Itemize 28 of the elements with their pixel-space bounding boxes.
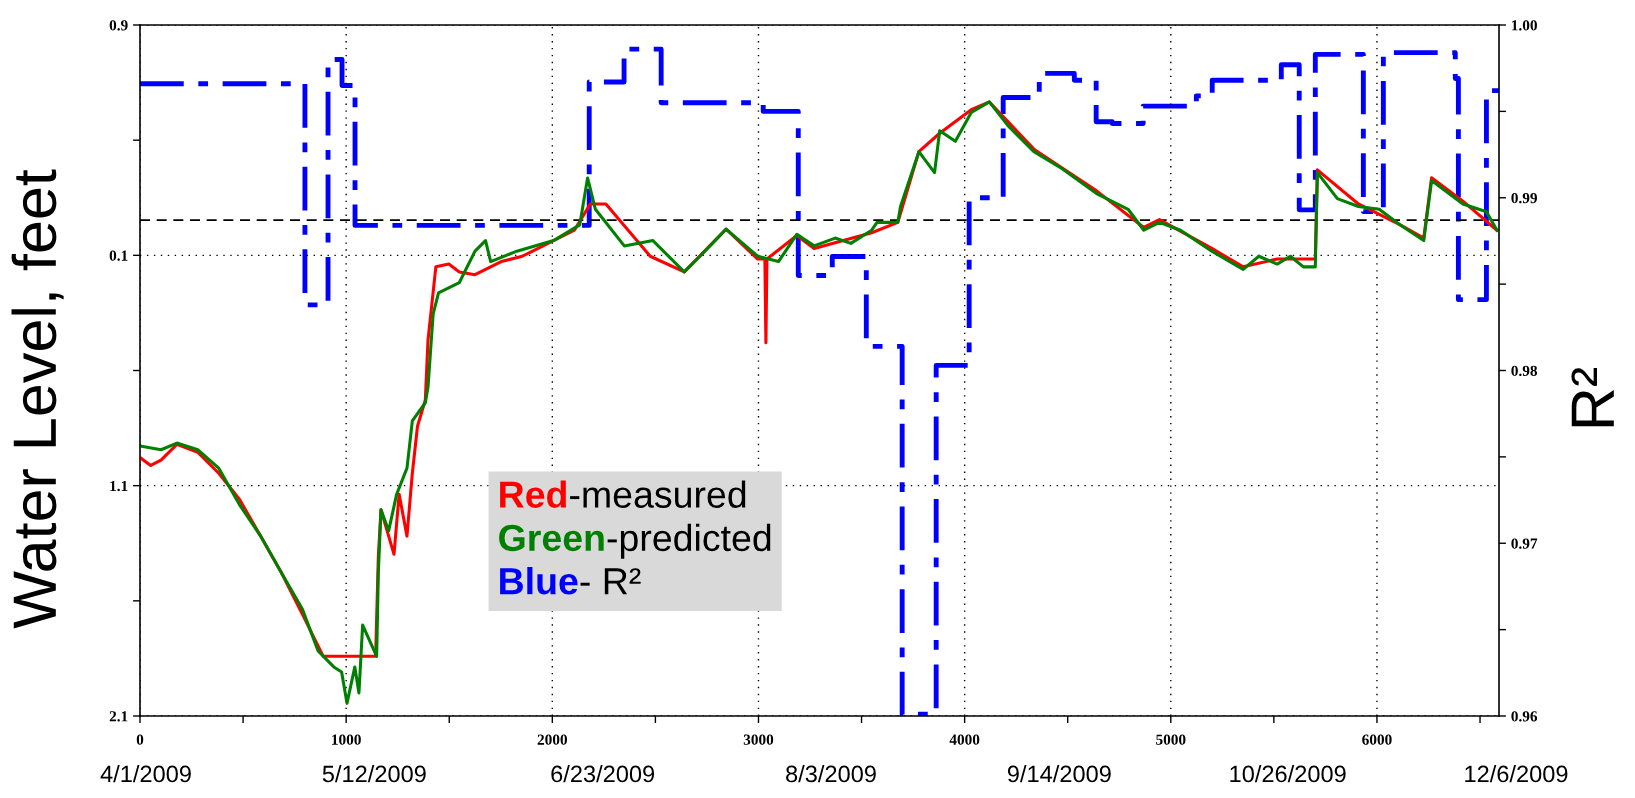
y-tick-label: 0.1 [109,250,128,261]
y2-tick-label: 0.99 [1511,192,1537,204]
y2-tick-label: 0.98 [1511,365,1538,377]
text: 8/3/2009 [786,764,876,783]
y-tick-label: 1.1 [110,480,128,492]
y2-tick-label: 1.00 [1512,20,1537,31]
y2-axis-title: R² [1571,367,1614,427]
x-tick-label: 4000 [949,734,980,745]
y2-tick-label: 0.97 [1511,538,1538,549]
text: 9/14/2009 [1007,764,1111,783]
x-tick-label: 2000 [537,734,568,745]
x-tick-label: 5000 [1156,734,1186,745]
x-tick-label: 6000 [1362,734,1392,745]
y-tick-label: 0.9 [109,20,128,31]
y-axis-title: Water Level, feet [11,169,64,629]
x-tick-label: 1000 [332,734,361,745]
x-tick-label: 0 [136,734,144,745]
text: Green-predicted [499,523,771,559]
text: 6/23/2009 [551,764,655,783]
y2-tick-label: 0.96 [1511,711,1538,722]
text: 4/1/2009 [100,764,191,783]
text: 12/6/2009 [1465,764,1568,783]
x-tick-label: 3000 [743,734,774,745]
text: 10/26/2009 [1230,764,1346,783]
y-tick-label: 2.1 [109,711,128,722]
text: Red-measured [500,480,746,508]
text: Blue- R² [500,566,641,595]
text: 5/12/2009 [322,764,426,783]
